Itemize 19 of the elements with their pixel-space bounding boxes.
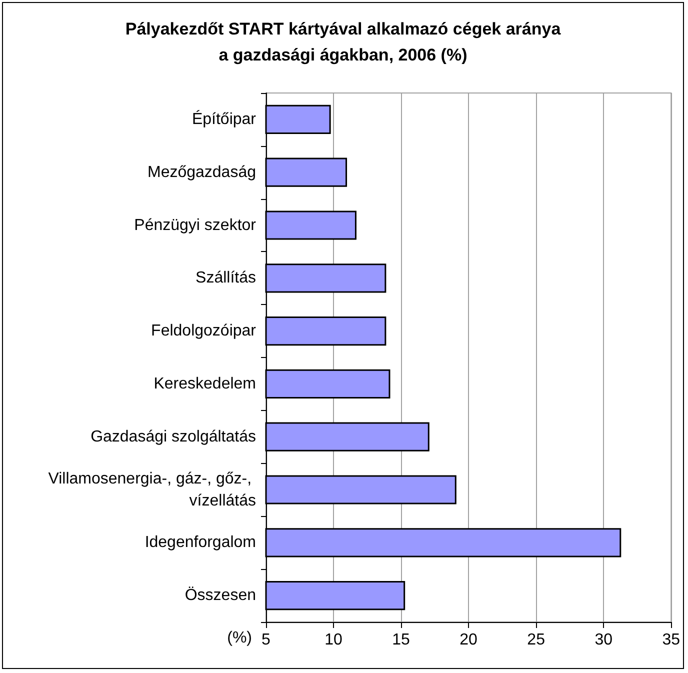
x-tick-label: 5 [262, 632, 271, 648]
x-axis-title: (%) [227, 630, 252, 646]
y-tick-label: Összesen [184, 586, 256, 604]
x-tick-label: 20 [460, 632, 478, 648]
y-tick-label: Villamosenergia-, gáz-, gőz-, vízellátás [48, 470, 256, 510]
y-tick-label: Építőipar [192, 110, 257, 128]
y-tick-label: Gazdasági szolgáltatás [90, 428, 256, 446]
x-tick-label: 35 [662, 632, 680, 648]
chart-title: Pályakezdőt START kártyával alkalmazó cégek aránya a gazdasági ágakban, 2006 (%) [125, 20, 562, 64]
x-tick-label: 10 [324, 632, 343, 648]
x-tick-label: 25 [527, 632, 546, 648]
y-tick-label: Idegenforgalom [144, 534, 256, 552]
y-tick-label: Mezőgazdaság [147, 164, 256, 181]
y-tick-label: Pénzügyi szektor [134, 216, 257, 234]
x-tick-label: 30 [594, 632, 613, 648]
y-tick-label: Szállítás [196, 270, 256, 287]
y-tick-label: Feldolgozóipar [151, 322, 257, 340]
y-tick-label: Kereskedelem [154, 375, 256, 392]
x-tick-label: 15 [392, 632, 410, 648]
